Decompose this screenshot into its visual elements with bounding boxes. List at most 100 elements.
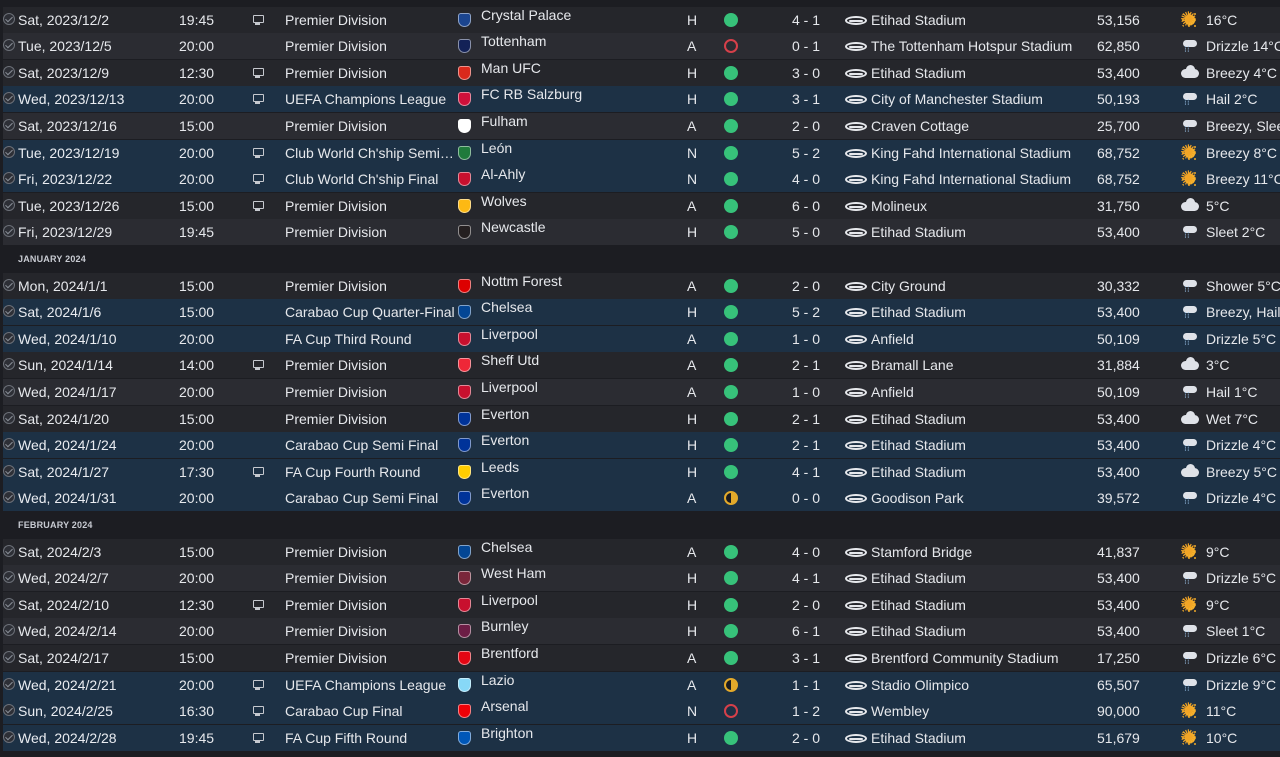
match-score[interactable]: 5 - 0: [792, 224, 821, 240]
match-score[interactable]: 1 - 0: [792, 331, 821, 347]
match-score[interactable]: 6 - 0: [792, 198, 821, 214]
competition-name[interactable]: Club World Ch'ship Final: [285, 171, 439, 187]
fixture-row[interactable]: Mon, 2024/1/1 15:00 Premier Division Nottm …: [3, 273, 1280, 299]
fixture-row[interactable]: Sat, 2024/2/3 15:00 Premier Division Chelse…: [3, 539, 1280, 565]
fixture-row[interactable]: Sat, 2023/12/16 15:00 Premier Division Fulh…: [3, 113, 1280, 139]
competition-name[interactable]: Premier Division: [285, 623, 387, 639]
fixture-row[interactable]: Wed, 2023/12/13 20:00 UEFA Champions Leagu…: [3, 86, 1280, 112]
check-icon[interactable]: [3, 438, 15, 450]
opponent-name[interactable]: Al-Ahly: [481, 166, 526, 182]
match-score[interactable]: 4 - 0: [792, 171, 821, 187]
match-score[interactable]: 1 - 2: [792, 703, 821, 719]
check-icon[interactable]: [3, 598, 15, 610]
match-score[interactable]: 2 - 1: [792, 357, 821, 373]
fixture-row[interactable]: Sun, 2024/2/25 16:30 Carabao Cup Final Arse…: [3, 698, 1280, 724]
opponent-name[interactable]: Newcastle: [481, 219, 546, 235]
check-icon[interactable]: [3, 678, 15, 690]
match-score[interactable]: 2 - 0: [792, 278, 821, 294]
match-score[interactable]: 2 - 1: [792, 411, 821, 427]
check-icon[interactable]: [3, 358, 15, 370]
match-score[interactable]: 1 - 1: [792, 677, 821, 693]
stadium-name[interactable]: Etihad Stadium: [871, 65, 966, 81]
opponent-name[interactable]: Chelsea: [481, 539, 533, 555]
stadium-name[interactable]: Etihad Stadium: [871, 304, 966, 320]
competition-name[interactable]: FA Cup Fourth Round: [285, 464, 421, 480]
check-icon[interactable]: [3, 172, 15, 184]
opponent-name[interactable]: Everton: [481, 432, 530, 448]
competition-name[interactable]: UEFA Champions League: [285, 91, 447, 107]
fixture-row[interactable]: Wed, 2024/1/31 20:00 Carabao Cup Semi Fina…: [3, 485, 1280, 511]
check-icon[interactable]: [3, 305, 15, 317]
fixture-row[interactable]: Tue, 2023/12/5 20:00 Premier Division Totte…: [3, 33, 1280, 59]
opponent-name[interactable]: Liverpool: [481, 592, 538, 608]
competition-name[interactable]: Premier Division: [285, 650, 387, 666]
fixture-row[interactable]: Sat, 2023/12/9 12:30 Premier Division Man U…: [3, 60, 1280, 86]
stadium-name[interactable]: Stadio Olimpico: [871, 677, 970, 693]
opponent-name[interactable]: León: [481, 140, 513, 156]
fixture-row[interactable]: Fri, 2023/12/22 20:00 Club World Ch'ship F…: [3, 166, 1280, 192]
opponent-name[interactable]: Everton: [481, 485, 530, 501]
fixture-row[interactable]: Wed, 2024/2/14 20:00 Premier Division Burnl…: [3, 618, 1280, 644]
match-score[interactable]: 5 - 2: [792, 304, 821, 320]
opponent-name[interactable]: Liverpool: [481, 379, 538, 395]
match-score[interactable]: 5 - 2: [792, 145, 821, 161]
check-icon[interactable]: [3, 225, 15, 237]
check-icon[interactable]: [3, 465, 15, 477]
check-icon[interactable]: [3, 66, 15, 78]
fixture-row[interactable]: Sat, 2024/1/27 17:30 FA Cup Fourth Round Le…: [3, 459, 1280, 485]
check-icon[interactable]: [3, 199, 15, 211]
stadium-name[interactable]: King Fahd International Stadium: [871, 145, 1072, 161]
check-icon[interactable]: [3, 491, 15, 503]
fixture-row[interactable]: Wed, 2024/1/17 20:00 Premier Division Liver…: [3, 379, 1280, 405]
match-score[interactable]: 3 - 1: [792, 91, 821, 107]
opponent-name[interactable]: Fulham: [481, 113, 528, 129]
competition-name[interactable]: Premier Division: [285, 65, 387, 81]
competition-name[interactable]: Premier Division: [285, 411, 387, 427]
competition-name[interactable]: Premier Division: [285, 118, 387, 134]
fixture-row[interactable]: Sat, 2024/1/20 15:00 Premier Division Evert…: [3, 406, 1280, 432]
competition-name[interactable]: Premier Division: [285, 278, 387, 294]
competition-name[interactable]: Premier Division: [285, 357, 387, 373]
opponent-name[interactable]: Burnley: [481, 618, 529, 634]
opponent-name[interactable]: Lazio: [481, 672, 515, 688]
fixture-row[interactable]: Sat, 2024/1/6 15:00 Carabao Cup Quarter-Fi…: [3, 299, 1280, 325]
opponent-name[interactable]: Sheff Utd: [481, 352, 540, 368]
opponent-name[interactable]: FC RB Salzburg: [481, 86, 583, 102]
fixture-row[interactable]: Wed, 2024/2/28 19:45 FA Cup Fifth Round Bri…: [3, 725, 1280, 751]
fixture-row[interactable]: Sat, 2024/2/17 15:00 Premier Division Brent…: [3, 645, 1280, 671]
competition-name[interactable]: Carabao Cup Final: [285, 703, 403, 719]
check-icon[interactable]: [3, 704, 15, 716]
stadium-name[interactable]: Bramall Lane: [871, 357, 954, 373]
competition-name[interactable]: Carabao Cup Semi Final: [285, 437, 439, 453]
stadium-name[interactable]: Anfield: [871, 331, 914, 347]
fixture-row[interactable]: Wed, 2024/1/10 20:00 FA Cup Third Round Liv…: [3, 326, 1280, 352]
stadium-name[interactable]: Etihad Stadium: [871, 464, 966, 480]
fixture-row[interactable]: Tue, 2023/12/19 20:00 Club World Ch'ship S…: [3, 140, 1280, 166]
opponent-name[interactable]: Wolves: [481, 193, 527, 209]
competition-name[interactable]: FA Cup Third Round: [285, 331, 412, 347]
check-icon[interactable]: [3, 731, 15, 743]
opponent-name[interactable]: Chelsea: [481, 299, 533, 315]
stadium-name[interactable]: City Ground: [871, 278, 946, 294]
competition-name[interactable]: Premier Division: [285, 224, 387, 240]
opponent-name[interactable]: Everton: [481, 406, 530, 422]
fixture-row[interactable]: Fri, 2023/12/29 19:45 Premier Division Newc…: [3, 219, 1280, 245]
match-score[interactable]: 2 - 0: [792, 118, 821, 134]
match-score[interactable]: 4 - 1: [792, 12, 821, 28]
opponent-name[interactable]: Brentford: [481, 645, 539, 661]
competition-name[interactable]: Premier Division: [285, 384, 387, 400]
competition-name[interactable]: Premier Division: [285, 12, 387, 28]
stadium-name[interactable]: Molineux: [871, 198, 928, 214]
fixture-row[interactable]: Tue, 2023/12/26 15:00 Premier Division Wolv…: [3, 193, 1280, 219]
check-icon[interactable]: [3, 545, 15, 557]
stadium-name[interactable]: Etihad Stadium: [871, 730, 966, 746]
check-icon[interactable]: [3, 279, 15, 291]
check-icon[interactable]: [3, 39, 15, 51]
check-icon[interactable]: [3, 119, 15, 131]
stadium-name[interactable]: Etihad Stadium: [871, 570, 966, 586]
competition-name[interactable]: Club World Ch'ship Semi-Final: [285, 145, 455, 161]
match-score[interactable]: 3 - 1: [792, 650, 821, 666]
match-score[interactable]: 3 - 0: [792, 65, 821, 81]
fixture-row[interactable]: Sat, 2024/2/10 12:30 Premier Division Liver…: [3, 592, 1280, 618]
check-icon[interactable]: [3, 571, 15, 583]
